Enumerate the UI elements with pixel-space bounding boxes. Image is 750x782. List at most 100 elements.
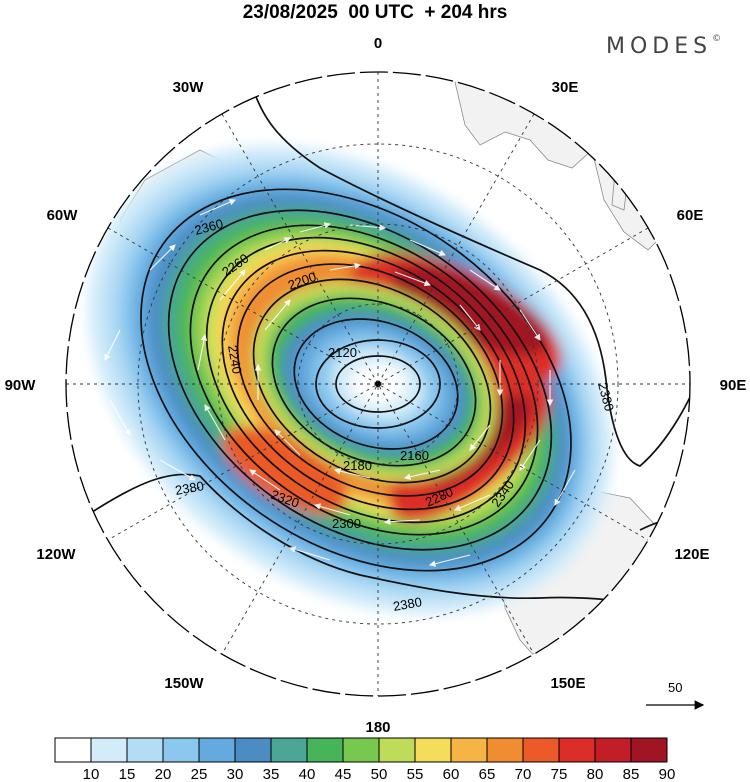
colorbar-box [342,737,380,763]
wind-arrow [329,262,362,271]
colorbar-box [198,737,236,763]
contour-line [293,318,459,450]
wind-arrow [104,329,121,361]
lon-label-180: 180 [365,719,390,736]
colorbar-label: 80 [587,766,604,782]
wind-arrow [559,239,586,266]
wind-arrow [519,439,541,471]
wind-arrow [469,269,501,291]
wind-arrow [428,554,471,567]
colorbar-box [594,737,632,763]
meridian-line [221,113,535,655]
contour-line [189,224,539,536]
wind-arrow [288,546,331,561]
contour-line-open [79,473,641,604]
graticule [66,72,690,696]
pole-marker [375,381,381,387]
contour-label: 2380 [174,478,205,498]
lon-label-60e: 60E [677,207,704,224]
lon-label-0: 0 [374,35,382,52]
colorbar-label: 30 [227,766,244,782]
map-boundary [65,71,691,697]
lon-label-90w: 90W [5,377,37,394]
colorbar-box [558,737,596,763]
wind-vectors [104,199,586,567]
wind-arrow [403,469,441,480]
colorbar-box [522,737,560,763]
map-title: 23/08/2025 00 UTC + 204 hrs [242,2,508,23]
wind-arrow [159,459,196,481]
contour-line [252,278,492,484]
wind-arrow [264,237,291,251]
lon-label-120w: 120W [36,546,76,563]
colorbar-label: 85 [623,766,640,782]
wind-arrow [519,309,541,341]
colorbar-label: 45 [335,766,352,782]
colorbar-label: 90 [659,766,676,782]
wind-arrow [554,469,576,506]
colorbar-box [270,737,308,763]
colorbar-box [306,737,344,763]
vector-reference: 50 [646,680,705,710]
colorbar-box [54,737,92,763]
brand-mark: © [712,34,722,44]
colorbar-label: 25 [191,766,208,782]
colorbar-label: 50 [371,766,388,782]
colorbar-box [630,737,668,763]
colorbar-label: 70 [515,766,532,782]
wind-arrow [264,299,291,331]
wind-arrow [299,222,332,233]
wind-arrow [199,199,237,216]
lon-label-120e: 120E [674,546,709,563]
lon-label-150e: 150E [550,675,585,692]
colorbar-label: 35 [263,766,280,782]
colorbar-label: 15 [119,766,136,782]
colorbar-box [162,737,200,763]
wind-arrow [204,404,226,441]
colorbar: 10 15 20 25 30 35 40 45 50 55 60 65 70 75 80 85 90 [54,737,676,782]
meridian-line [221,113,535,655]
brand-text: MODES [606,34,713,59]
longitude-labels: 0 30E 60E 90E 120E 150E 180 150W 120W 90… [5,35,747,736]
contour-line [167,209,553,551]
lon-label-90e: 90E [720,377,747,394]
wind-arrow [109,399,131,436]
wind-arrow [349,224,387,231]
contour-line [140,188,572,572]
wind-arrow [274,429,301,456]
wind-arrow [383,518,421,525]
vector-reference-label: 50 [668,680,682,695]
contour-label: 2120 [328,345,357,360]
latitude-circle [137,143,619,625]
brand-logo: MODES© [606,34,721,59]
colorbar-box [450,737,488,763]
colorbar-box [486,737,524,763]
colorbar-label: 75 [551,766,568,782]
contour-label: 2380 [595,381,617,413]
wind-arrow [333,468,371,479]
wind-arrow [409,239,447,256]
contour-line-open [249,79,690,467]
wind-arrow [469,424,491,451]
colorbar-box [90,737,128,763]
contour-line [271,297,477,467]
contour-line [236,263,504,497]
contour-label: 2360 [193,216,225,238]
wind-arrow [394,271,432,287]
colorbar-label: 60 [443,766,460,782]
contour-label: 2160 [400,448,429,463]
colorbar-box [378,737,416,763]
contour-label: 2180 [343,458,372,473]
lon-label-30e: 30E [552,79,579,96]
colorbar-label: 40 [299,766,316,782]
colorbar-label: 55 [407,766,424,782]
lon-label-150w: 150W [164,675,204,692]
contour-label: 2380 [392,594,423,614]
colorbar-label: 10 [83,766,100,782]
wind-arrow [249,469,281,491]
colorbar-box [234,737,272,763]
colorbar-box [126,737,164,763]
wind-arrow [313,503,351,516]
colorbar-label: 20 [155,766,172,782]
